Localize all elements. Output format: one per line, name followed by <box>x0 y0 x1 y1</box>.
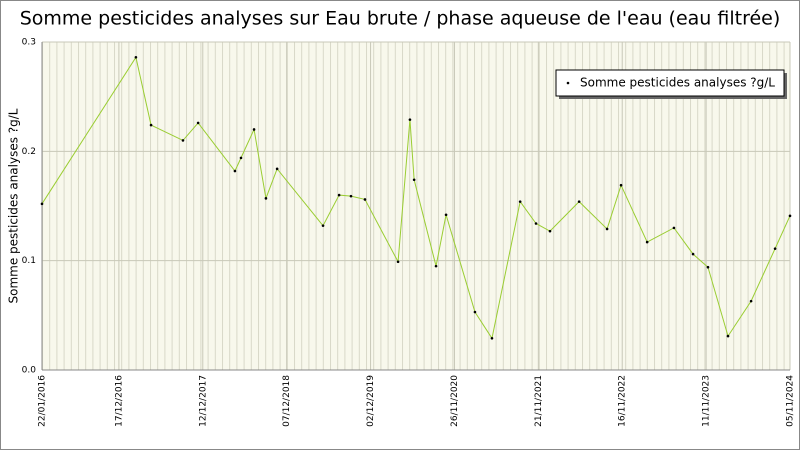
data-point <box>706 265 710 269</box>
data-point <box>518 200 522 203</box>
legend-marker <box>566 81 570 85</box>
data-point <box>149 123 153 127</box>
data-point <box>645 240 649 244</box>
data-point <box>408 118 412 121</box>
data-point <box>534 222 538 225</box>
data-point <box>548 229 552 233</box>
data-point <box>773 247 777 250</box>
x-tick-label: 11/11/2023 <box>702 375 712 427</box>
data-point <box>577 200 581 203</box>
data-point <box>349 194 353 198</box>
data-point <box>181 139 185 142</box>
data-point <box>691 252 695 256</box>
legend-label: Somme pesticides analyses ?g/L <box>580 76 775 90</box>
data-point <box>40 202 44 206</box>
data-point <box>337 193 341 197</box>
data-point <box>275 167 279 171</box>
data-point <box>619 183 623 187</box>
data-point <box>490 336 494 340</box>
y-tick-label: 0.2 <box>22 147 36 157</box>
data-point <box>239 156 243 160</box>
data-point <box>264 197 268 200</box>
chart-title: Somme pesticides analyses sur Eau brute … <box>20 8 781 30</box>
data-point <box>788 214 792 218</box>
y-tick-label: 0.1 <box>22 256 36 266</box>
data-point <box>605 227 609 231</box>
data-point <box>726 334 730 338</box>
x-tick-label: 07/12/2018 <box>282 375 292 427</box>
data-point <box>749 299 753 303</box>
y-tick-label: 0.0 <box>22 366 37 376</box>
data-point <box>196 121 200 125</box>
y-tick-label: 0.3 <box>22 38 36 48</box>
data-point <box>134 56 138 59</box>
x-tick-label: 12/12/2017 <box>198 375 208 427</box>
x-tick-label: 26/11/2020 <box>450 375 460 427</box>
data-point <box>412 178 416 182</box>
x-tick-label: 17/12/2016 <box>114 375 124 427</box>
data-point <box>444 213 448 217</box>
data-point <box>363 198 367 201</box>
data-point <box>396 260 400 264</box>
data-point <box>434 264 438 268</box>
data-point <box>473 310 477 314</box>
data-point <box>321 224 325 227</box>
x-tick-label: 22/01/2016 <box>38 375 48 427</box>
legend-box <box>555 69 785 97</box>
x-tick-label: 02/12/2019 <box>366 375 376 427</box>
y-axis-label: Somme pesticides analyses ?g/L <box>7 108 21 303</box>
data-point <box>252 128 256 131</box>
data-point <box>672 226 676 230</box>
x-tick-label: 05/11/2024 <box>786 375 796 427</box>
x-tick-label: 16/11/2022 <box>618 375 628 427</box>
data-point <box>233 169 237 173</box>
x-tick-label: 21/11/2021 <box>534 375 544 427</box>
